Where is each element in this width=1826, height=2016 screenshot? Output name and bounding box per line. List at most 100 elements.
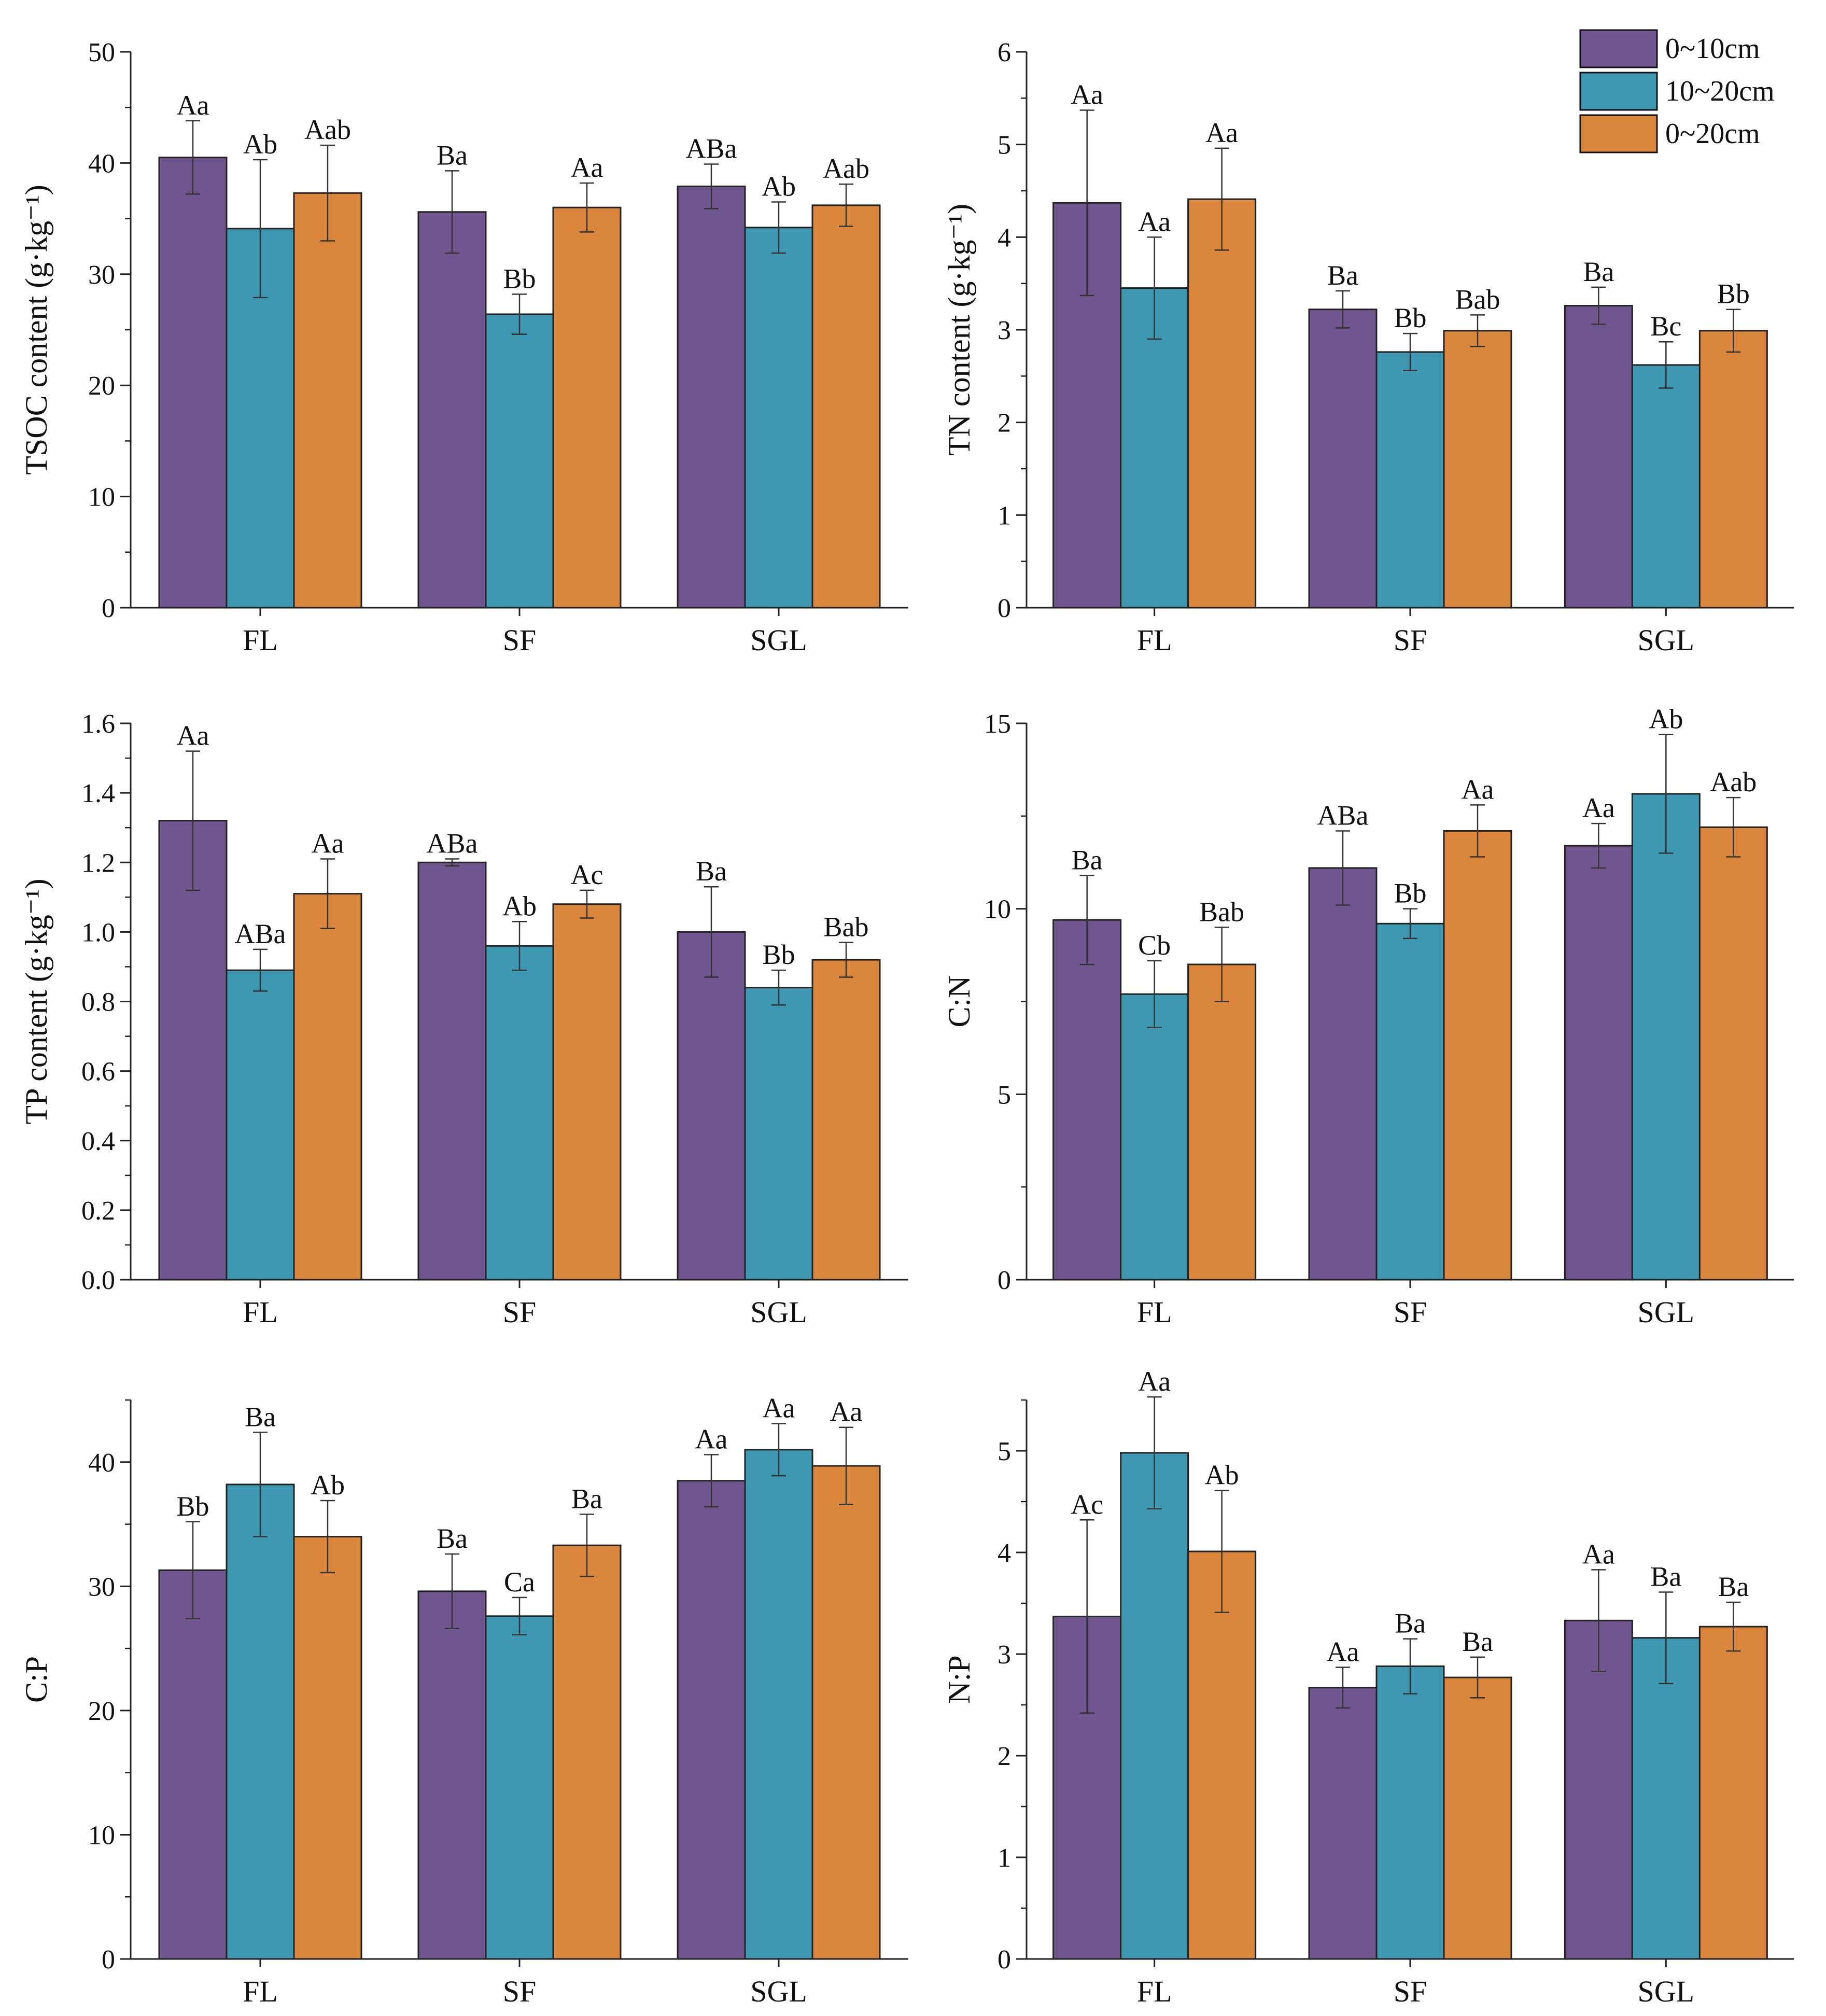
cp-bar-sf-0-20cm [552, 1544, 622, 1960]
cn-sig-label-sf-10-20cm: Bb [1394, 878, 1426, 909]
cn-x-label-sf: SF [1394, 1295, 1427, 1329]
legend-swatch-0-20cm [1579, 114, 1658, 153]
tn-x-label-sgl: SGL [1638, 623, 1695, 657]
legend-swatch-0-10cm [1579, 29, 1658, 68]
tp-x-label-sgl: SGL [750, 1295, 807, 1329]
tn-sig-label-sf-0-20cm: Bab [1455, 284, 1500, 315]
cp-sig-label-sgl-0-10cm: Aa [695, 1423, 728, 1454]
tsoc-x-label-sgl: SGL [750, 623, 807, 657]
tp-y-tick-label-0: 0.0 [81, 1266, 115, 1295]
cn-bar-sgl-0-20cm [1698, 826, 1768, 1281]
tp-y-tick-label-2: 0.4 [81, 1127, 115, 1156]
np-y-axis-title: N:P [942, 1655, 976, 1703]
np-y-tick-label-4: 4 [998, 1538, 1011, 1568]
np-bar-sf-0-10cm [1308, 1687, 1378, 1960]
tsoc-content-chart: Aa Ab Aab FL Ba Bb Aa SF ABa Ab Aab SGL 0 10 20 30 40 50 T… [19, 38, 908, 657]
tp-bar-sgl-0-20cm [811, 959, 881, 1281]
tn-sig-label-fl-10-20cm: Aa [1138, 206, 1171, 237]
tp-x-label-sf: SF [503, 1295, 537, 1329]
tn-bar-sgl-10-20cm [1631, 364, 1701, 609]
cn-sig-label-sgl-0-10cm: Aa [1582, 792, 1615, 823]
cp-sig-label-sf-0-20cm: Ba [571, 1483, 602, 1514]
tn-x-label-fl: FL [1137, 623, 1172, 657]
cp-bar-sgl-0-20cm [811, 1465, 881, 1960]
cp-y-tick-label-1: 10 [88, 1821, 115, 1850]
tp-content-chart: Aa ABa Aa FL ABa Ab Ac SF Ba Bb Bab SGL 0.0 0.2 0.4 0.6… [19, 709, 908, 1329]
cp-sig-label-sf-10-20cm: Ca [504, 1566, 535, 1598]
legend-label-0-20cm: 0~20cm [1665, 118, 1760, 150]
cp-y-tick-label-4: 40 [88, 1448, 115, 1478]
np-x-label-sgl: SGL [1638, 1975, 1695, 2008]
cp-x-label-sf: SF [503, 1975, 537, 2008]
tsoc-sig-label-fl-0-20cm: Aab [304, 114, 351, 145]
tp-y-axis-title: TP content (g·kg⁻¹) [19, 879, 53, 1125]
np-sig-label-sf-10-20cm: Ba [1395, 1608, 1426, 1639]
tp-bar-sf-0-20cm [552, 903, 622, 1281]
tn-sig-label-sf-0-10cm: Ba [1327, 260, 1358, 291]
tp-x-label-fl: FL [243, 1295, 278, 1329]
tsoc-y-tick-label-0: 0 [102, 594, 115, 623]
cp-y-tick-label-3: 30 [88, 1572, 115, 1602]
cn-x-label-fl: FL [1137, 1295, 1172, 1329]
np-sig-label-sgl-0-20cm: Ba [1718, 1571, 1749, 1602]
np-x-label-sf: SF [1394, 1975, 1427, 2008]
tn-y-tick-label-6: 6 [998, 38, 1011, 67]
cn-y-tick-label-2: 10 [984, 895, 1011, 925]
cp-y-tick-label-2: 20 [88, 1697, 115, 1726]
tsoc-sig-label-sgl-0-10cm: ABa [686, 133, 737, 164]
tsoc-bar-sf-10-20cm [485, 313, 554, 609]
tn-y-tick-label-4: 4 [998, 223, 1011, 253]
cp-y-tick-label-0: 0 [102, 1945, 115, 1975]
cn-ratio-chart: Ba Cb Bab FL ABa Bb Aa SF Aa Ab Aab SGL 0 5 10 15 C:N [942, 703, 1794, 1329]
tp-bar-sf-0-10cm [417, 861, 487, 1281]
tsoc-sig-label-sf-0-10cm: Ba [437, 139, 468, 171]
tn-bar-sgl-0-20cm [1698, 330, 1768, 609]
tsoc-bar-sf-0-10cm [417, 211, 487, 609]
cp-sig-label-fl-0-10cm: Bb [176, 1491, 209, 1522]
np-bar-sgl-0-10cm [1564, 1619, 1633, 1960]
tp-bar-sgl-0-10cm [677, 931, 746, 1281]
cn-y-tick-label-1: 5 [998, 1080, 1011, 1110]
cp-bar-fl-0-10cm [158, 1569, 228, 1960]
tsoc-bar-sgl-0-20cm [811, 204, 881, 609]
tsoc-bar-fl-0-20cm [293, 192, 362, 609]
tn-sig-label-sf-10-20cm: Bb [1394, 302, 1426, 333]
tsoc-y-tick-label-1: 10 [88, 483, 115, 512]
tp-sig-label-fl-10-20cm: ABa [235, 918, 286, 949]
np-y-tick-label-3: 3 [998, 1640, 1011, 1670]
tsoc-bar-fl-0-10cm [158, 157, 228, 609]
tp-y-tick-label-7: 1.4 [81, 779, 115, 808]
tp-sig-label-sf-10-20cm: Ab [502, 890, 537, 921]
tsoc-y-tick-label-4: 40 [88, 149, 115, 178]
legend-label-10-20cm: 10~20cm [1665, 75, 1775, 107]
cn-bar-sgl-0-10cm [1564, 845, 1633, 1281]
tn-content-chart: Aa Aa Aa FL Ba Bb Bab SF Ba Bc Bb SGL 0 1 2 3 4 5 6 TN cont… [942, 38, 1794, 657]
tp-y-tick-label-8: 1.6 [81, 709, 115, 739]
cn-x-label-sgl: SGL [1638, 1295, 1695, 1329]
tsoc-y-tick-label-5: 50 [88, 38, 115, 67]
np-sig-label-sf-0-10cm: Aa [1327, 1636, 1359, 1667]
tn-y-tick-label-1: 1 [998, 501, 1011, 530]
cn-sig-label-sgl-10-20cm: Ab [1649, 703, 1683, 734]
tp-bar-fl-0-20cm [293, 893, 362, 1281]
tn-y-tick-label-3: 3 [998, 316, 1011, 345]
np-ratio-chart: Ac Aa Ab FL Aa Ba Ba SF Aa Ba Ba SGL 0 1 2 3 4 5 N:P [942, 1366, 1794, 2008]
tp-sig-label-fl-0-10cm: Aa [177, 720, 209, 751]
tsoc-y-tick-label-2: 20 [88, 371, 115, 401]
tsoc-y-axis-title: TSOC content (g·kg⁻¹) [19, 185, 53, 475]
cp-bar-fl-0-20cm [293, 1536, 362, 1960]
tsoc-sig-label-sf-10-20cm: Bb [503, 263, 536, 294]
cn-bar-sf-0-10cm [1308, 867, 1378, 1281]
np-bar-sf-0-20cm [1443, 1676, 1512, 1960]
tsoc-sig-label-sf-0-20cm: Aa [571, 152, 603, 183]
cp-bar-sf-0-10cm [417, 1590, 487, 1960]
np-sig-label-fl-10-20cm: Aa [1138, 1366, 1171, 1397]
tp-y-tick-label-6: 1.2 [81, 848, 115, 878]
tp-bar-fl-0-10cm [158, 820, 228, 1281]
tsoc-x-label-sf: SF [503, 623, 537, 657]
tn-y-tick-label-2: 2 [998, 409, 1011, 438]
cp-sig-label-sgl-0-20cm: Aa [830, 1396, 863, 1427]
tp-sig-label-sf-0-20cm: Ac [571, 859, 603, 890]
tp-bar-fl-10-20cm [226, 969, 295, 1281]
